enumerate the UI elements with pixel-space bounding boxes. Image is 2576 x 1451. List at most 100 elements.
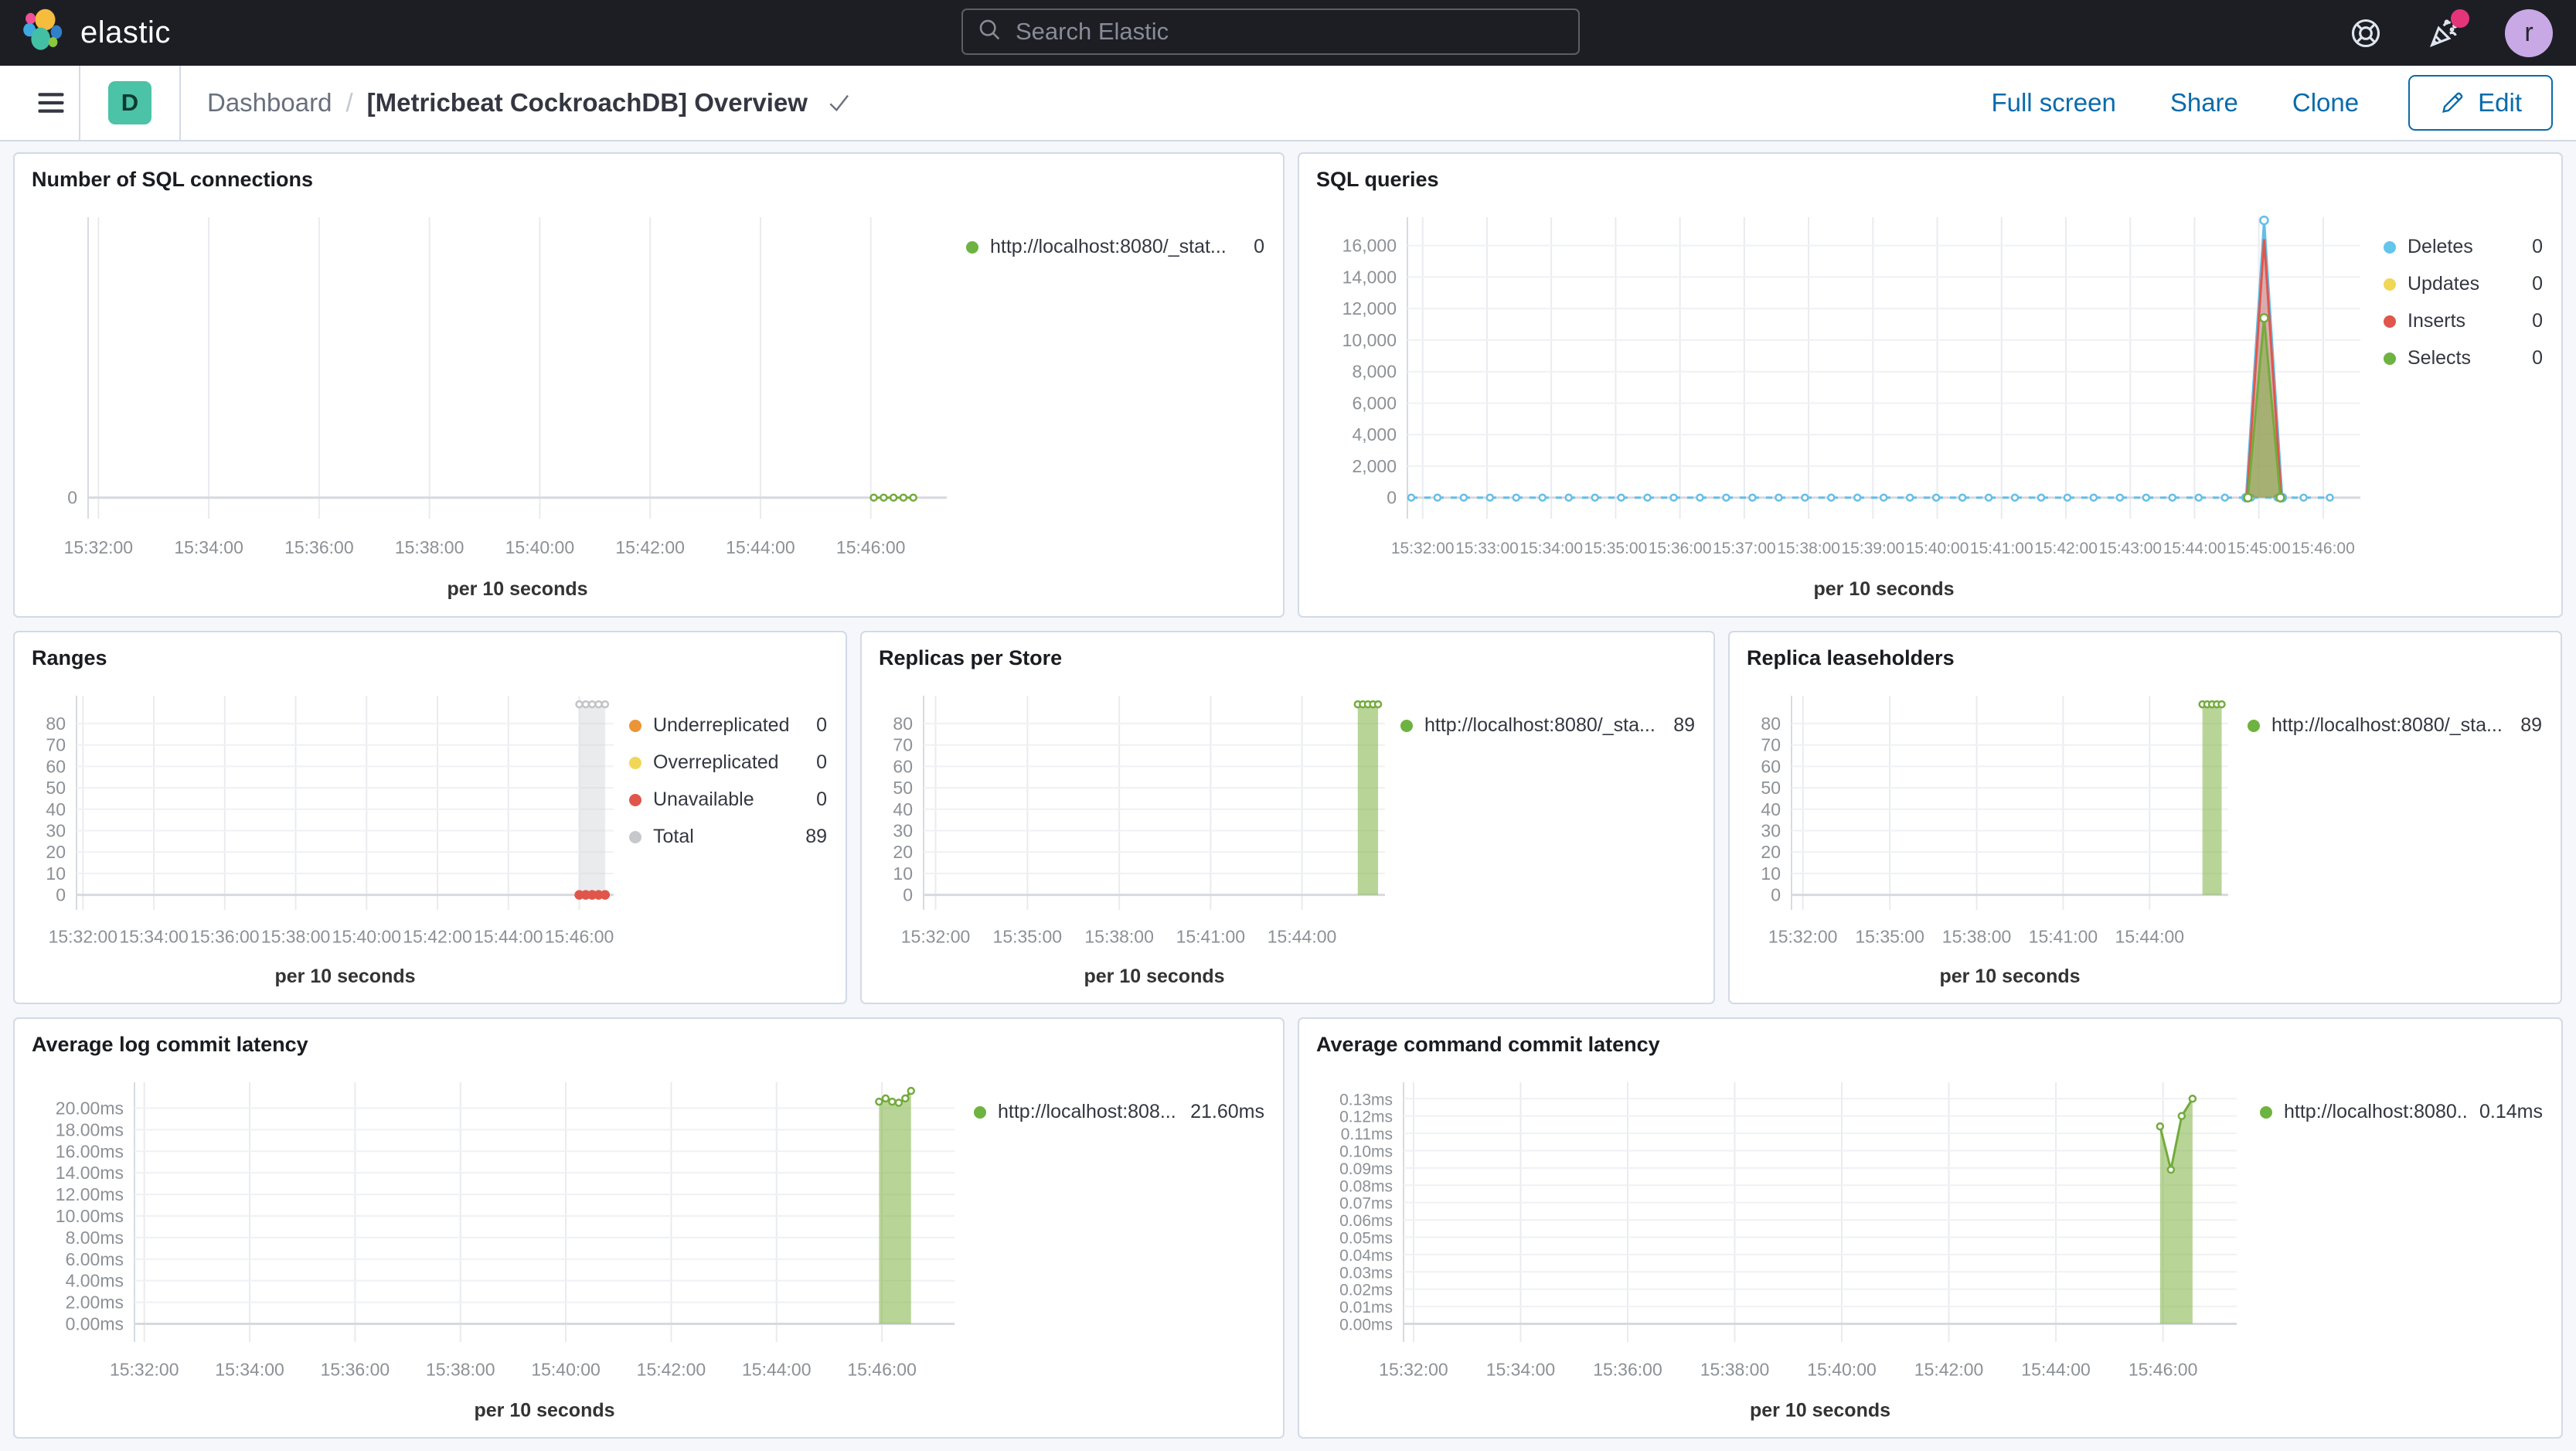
legend-item[interactable]: Selects 0 xyxy=(2384,347,2543,370)
panel-title: Replicas per Store xyxy=(879,646,1063,669)
svg-text:0.08ms: 0.08ms xyxy=(1339,1177,1393,1195)
svg-text:40: 40 xyxy=(1761,799,1781,819)
notification-dot xyxy=(2451,9,2469,28)
legend-item[interactable]: http://localhost:8080... 0.14ms xyxy=(2260,1101,2543,1123)
svg-text:15:41:00: 15:41:00 xyxy=(1970,540,2033,557)
legend: Underreplicated 0 Overreplicated 0 Unavailab… xyxy=(629,682,830,996)
full-screen-button[interactable]: Full screen xyxy=(1986,87,2120,118)
legend-item[interactable]: Updates 0 xyxy=(2384,273,2543,295)
svg-text:2,000: 2,000 xyxy=(1352,456,1397,476)
svg-text:15:42:00: 15:42:00 xyxy=(615,537,685,557)
legend-item[interactable]: http://localhost:8080/_sta... 89 xyxy=(1400,714,1695,737)
legend-item[interactable]: Overreplicated 0 xyxy=(629,751,827,774)
legend-label: http://localhost:8080/_sta... xyxy=(2271,714,2503,736)
elastic-logo[interactable]: elastic xyxy=(22,9,171,57)
svg-text:15:38:00: 15:38:00 xyxy=(1942,927,2012,947)
svg-text:10.00ms: 10.00ms xyxy=(56,1206,124,1226)
svg-text:15:46:00: 15:46:00 xyxy=(847,1360,917,1380)
space-switcher[interactable]: D xyxy=(108,81,151,124)
svg-text:8.00ms: 8.00ms xyxy=(66,1228,124,1248)
svg-text:0.01ms: 0.01ms xyxy=(1339,1299,1393,1316)
breadcrumb-dashboard-link[interactable]: Dashboard xyxy=(207,88,332,117)
check-icon xyxy=(826,90,851,115)
pencil-icon xyxy=(2442,92,2463,113)
nav-menu-button[interactable] xyxy=(23,91,79,114)
svg-text:15:46:00: 15:46:00 xyxy=(2292,540,2355,557)
svg-text:10: 10 xyxy=(46,863,66,884)
legend-dot xyxy=(629,793,641,806)
row-2: Ranges 0 10 20 30 40 50 60 70 80 15:32:00 15:34:00… xyxy=(13,631,2563,1004)
user-avatar[interactable]: r xyxy=(2505,9,2553,57)
svg-text:15:37:00: 15:37:00 xyxy=(1713,540,1776,557)
search-input[interactable] xyxy=(1014,17,1564,46)
legend-value: 0 xyxy=(2532,236,2543,257)
legend-value: 89 xyxy=(1673,714,1695,736)
global-search[interactable] xyxy=(961,9,1580,55)
legend-label: http://localhost:8080/_stat... xyxy=(990,236,1227,257)
panel-title: Ranges xyxy=(32,646,107,669)
svg-text:0.00ms: 0.00ms xyxy=(66,1313,124,1333)
svg-text:70: 70 xyxy=(1761,735,1781,755)
divider xyxy=(179,66,181,140)
svg-text:10: 10 xyxy=(893,863,913,884)
legend-item[interactable]: Unavailable 0 xyxy=(629,789,827,811)
brand-name: elastic xyxy=(80,15,171,49)
svg-text:15:34:00: 15:34:00 xyxy=(174,537,243,557)
newsfeed-button[interactable] xyxy=(2426,9,2469,51)
svg-text:60: 60 xyxy=(1761,756,1781,776)
edit-button[interactable]: Edit xyxy=(2408,75,2553,131)
svg-text:16,000: 16,000 xyxy=(1342,236,1397,256)
legend-label: http://localhost:8080/_sta... xyxy=(1424,714,1656,736)
svg-text:14,000: 14,000 xyxy=(1342,267,1397,287)
svg-text:30: 30 xyxy=(46,821,66,841)
legend-value: 0 xyxy=(816,789,827,810)
svg-text:2.00ms: 2.00ms xyxy=(66,1293,124,1313)
svg-text:15:40:00: 15:40:00 xyxy=(505,537,575,557)
svg-text:15:36:00: 15:36:00 xyxy=(1593,1360,1662,1380)
legend-value: 0.14ms xyxy=(2479,1101,2543,1122)
legend-item[interactable]: Underreplicated 0 xyxy=(629,714,827,737)
legend-label: Underreplicated xyxy=(653,714,790,736)
legend-dot xyxy=(629,756,641,769)
svg-text:15:44:00: 15:44:00 xyxy=(2115,927,2185,947)
clone-button[interactable]: Clone xyxy=(2288,87,2363,118)
legend-item[interactable]: Total 89 xyxy=(629,826,827,848)
svg-text:4,000: 4,000 xyxy=(1352,424,1397,444)
svg-text:15:32:00: 15:32:00 xyxy=(110,1360,179,1380)
legend-label: Unavailable xyxy=(653,789,754,810)
legend: http://localhost:808... 21.60ms xyxy=(974,1068,1268,1431)
svg-text:15:42:00: 15:42:00 xyxy=(637,1360,706,1380)
svg-text:15:44:00: 15:44:00 xyxy=(742,1360,812,1380)
legend-item[interactable]: http://localhost:8080/_stat... 0 xyxy=(966,236,1264,258)
legend-label: Overreplicated xyxy=(653,751,779,773)
share-button[interactable]: Share xyxy=(2166,87,2243,118)
svg-text:15:34:00: 15:34:00 xyxy=(119,927,189,947)
svg-text:15:44:00: 15:44:00 xyxy=(2163,540,2227,557)
legend: http://localhost:8080/_sta... 89 xyxy=(1400,682,1698,996)
legend-value: 89 xyxy=(2520,714,2542,736)
svg-text:per 10 seconds: per 10 seconds xyxy=(1813,578,1954,600)
panel-replicas-per-store: Replicas per Store 0 10 20 30 40 50 60 70 80 15:3… xyxy=(860,631,1715,1004)
svg-text:20: 20 xyxy=(1761,842,1781,862)
svg-text:15:38:00: 15:38:00 xyxy=(1084,927,1154,947)
legend-dot xyxy=(2384,278,2396,291)
svg-text:40: 40 xyxy=(46,799,66,819)
svg-text:15:36:00: 15:36:00 xyxy=(1649,540,1712,557)
svg-text:15:32:00: 15:32:00 xyxy=(901,927,971,947)
legend-label: Total xyxy=(653,826,694,847)
legend-item[interactable]: Inserts 0 xyxy=(2384,310,2543,332)
legend-item[interactable]: http://localhost:8080/_sta... 89 xyxy=(2248,714,2542,737)
svg-text:15:38:00: 15:38:00 xyxy=(1777,540,1840,557)
dashboard-grid: Number of SQL connections 0 15:32:00 15:34… xyxy=(0,141,2576,1439)
legend-item[interactable]: Deletes 0 xyxy=(2384,236,2543,258)
svg-text:15:35:00: 15:35:00 xyxy=(993,927,1063,947)
chart-sql-queries: 0 2,000 4,000 6,000 8,000 10,000 12,000 14,000 1… xyxy=(1315,203,2384,610)
row-1: Number of SQL connections 0 15:32:00 15:34… xyxy=(13,152,2563,618)
legend-item[interactable]: http://localhost:808... 21.60ms xyxy=(974,1101,1264,1123)
help-button[interactable] xyxy=(2349,16,2383,50)
svg-text:15:44:00: 15:44:00 xyxy=(726,537,795,557)
breadcrumb-separator: / xyxy=(345,88,353,117)
svg-text:15:39:00: 15:39:00 xyxy=(1841,540,1904,557)
svg-text:0.06ms: 0.06ms xyxy=(1339,1212,1393,1230)
legend-label: Deletes xyxy=(2408,236,2473,257)
